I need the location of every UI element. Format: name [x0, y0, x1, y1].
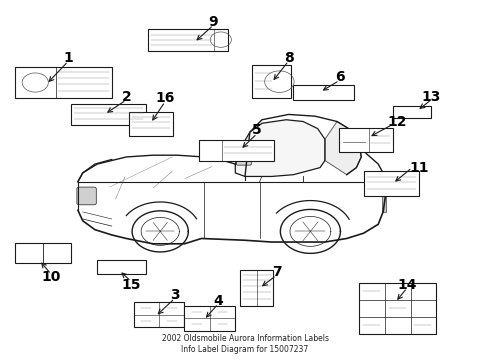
Bar — [97, 260, 146, 274]
Text: 8: 8 — [284, 51, 294, 65]
Bar — [15, 243, 71, 263]
Text: 6: 6 — [335, 70, 344, 84]
Text: 12: 12 — [388, 114, 407, 129]
Bar — [359, 283, 437, 334]
Text: 14: 14 — [397, 278, 417, 292]
Text: 15: 15 — [122, 278, 141, 292]
Bar — [134, 302, 184, 327]
Bar — [294, 85, 354, 100]
Text: 2002 Oldsmobile Aurora Information Labels
Info Label Diagram for 15007237: 2002 Oldsmobile Aurora Information Label… — [162, 334, 328, 354]
Bar — [148, 29, 228, 51]
Text: 13: 13 — [422, 90, 441, 104]
FancyBboxPatch shape — [77, 187, 96, 205]
Bar — [252, 65, 291, 99]
Text: 1: 1 — [63, 51, 73, 65]
Polygon shape — [235, 120, 325, 176]
Text: 5: 5 — [252, 123, 262, 138]
Text: 11: 11 — [410, 161, 429, 175]
Bar — [364, 171, 419, 196]
Bar — [199, 140, 274, 161]
Text: 10: 10 — [42, 270, 61, 284]
Bar — [393, 106, 431, 118]
Text: 16: 16 — [155, 91, 175, 105]
Text: 9: 9 — [209, 15, 219, 29]
Bar — [382, 192, 387, 212]
Bar — [129, 112, 173, 136]
Bar — [15, 67, 112, 99]
Bar — [71, 104, 146, 125]
Polygon shape — [325, 122, 361, 175]
Text: 7: 7 — [271, 265, 281, 279]
Bar — [240, 270, 273, 306]
Text: 2: 2 — [122, 90, 131, 104]
Bar — [340, 127, 393, 152]
Text: 4: 4 — [214, 293, 223, 307]
FancyBboxPatch shape — [236, 157, 251, 165]
Bar — [184, 306, 235, 330]
Text: 3: 3 — [170, 288, 179, 302]
